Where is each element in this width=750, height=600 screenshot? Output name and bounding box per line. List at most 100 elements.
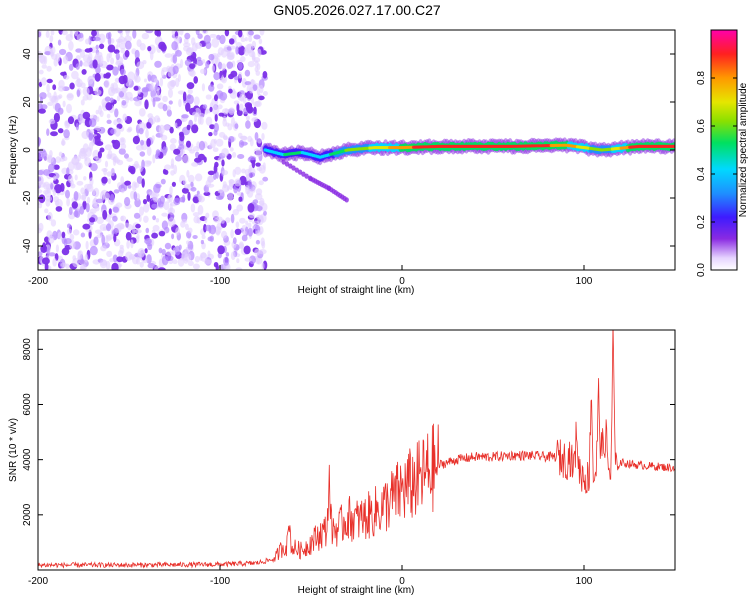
heatmap-noise-cell (38, 194, 46, 203)
heatmap-noise-cell (259, 84, 264, 94)
heatmap-noise-cell (117, 118, 123, 125)
heatmap-noise-cell (212, 147, 219, 152)
heatmap-noise-cell (99, 43, 105, 50)
heatmap-secondary-trace (344, 197, 349, 203)
heatmap-noise-cell (96, 234, 103, 239)
heatmap-noise-cell (65, 189, 70, 199)
heatmap-noise-cell (249, 255, 256, 265)
heatmap-noise-cell (126, 240, 130, 249)
heatmap-noise-cell (235, 267, 243, 270)
spectrogram-x-axis-label: Height of straight line (km) (298, 285, 415, 296)
heatmap-noise-cell (181, 187, 189, 194)
heatmap-noise-cell (146, 254, 152, 264)
heatmap-noise-cell (71, 201, 79, 209)
heatmap-noise-cell (92, 149, 100, 160)
heatmap-noise-cell (102, 192, 110, 201)
heatmap-noise-cell (238, 62, 243, 70)
heatmap-noise-cell (113, 119, 118, 126)
heatmap-noise-cell (212, 210, 219, 220)
heatmap-noise-cell (251, 40, 257, 49)
colorbar-tick-label: 0.8 (696, 71, 707, 85)
snr-x-ticks: -200 -100 0 100 (28, 565, 593, 587)
heatmap-noise-cell (194, 173, 203, 182)
heatmap-noise-cell (89, 208, 97, 214)
heatmap-noise-cell (147, 263, 156, 269)
heatmap-noise-cell (182, 194, 186, 203)
heatmap-noise-cell (107, 149, 113, 159)
heatmap-noise-cell (189, 63, 196, 69)
heatmap-noise-cell (55, 206, 63, 212)
heatmap-noise-cell (187, 94, 192, 100)
heatmap-noise-cell (65, 263, 70, 269)
heatmap-noise-cell (118, 148, 126, 155)
heatmap-noise-cell (202, 30, 207, 34)
heatmap-noise-cell (171, 233, 175, 240)
heatmap-noise-cell (104, 79, 110, 89)
heatmap-noise-cell (94, 72, 101, 82)
heatmap-noise-cell (230, 251, 236, 260)
heatmap-noise-cell (38, 30, 42, 39)
heatmap-noise-cell (151, 135, 155, 142)
heatmap-secondary-trace (284, 161, 290, 167)
heatmap-noise-cell (207, 175, 214, 183)
heatmap-noise-cell (133, 212, 141, 219)
heatmap-noise-cell (55, 244, 60, 253)
heatmap-noise-cell (52, 196, 60, 203)
heatmap-noise-cell (40, 54, 46, 65)
heatmap-noise-cell (223, 47, 228, 52)
heatmap-noise-cell (64, 120, 69, 126)
heatmap-noise-cell (258, 164, 266, 174)
heatmap-noise-cell (200, 252, 208, 262)
heatmap-noise-cell (51, 95, 59, 104)
heatmap-noise-cell (112, 254, 118, 263)
heatmap-noise-cell (95, 157, 102, 164)
heatmap-noise-cell (261, 133, 265, 141)
heatmap-noise-cell (79, 49, 85, 58)
heatmap-noise-cell (187, 88, 193, 95)
heatmap-noise-cell (248, 35, 253, 43)
heatmap-noise-cell (151, 203, 158, 209)
heatmap-noise-cell (38, 176, 42, 182)
heatmap-noise-cell (177, 74, 181, 82)
heatmap-noise-cell (245, 120, 251, 129)
heatmap-noise-cell (146, 193, 151, 202)
heatmap-noise-cell (239, 135, 248, 140)
heatmap-noise-cell (85, 240, 89, 250)
heatmap-noise-cell (242, 95, 247, 105)
heatmap-noise-cell (121, 100, 127, 106)
heatmap-noise-cell (78, 32, 84, 39)
heatmap-noise-cell (55, 156, 62, 164)
heatmap-noise-cell (196, 59, 204, 66)
heatmap-noise-cell (138, 127, 144, 135)
heatmap-noise-cell (111, 139, 116, 144)
heatmap-noise-cell (44, 51, 52, 56)
heatmap-noise-cell (145, 128, 149, 139)
heatmap-noise-cell (255, 193, 263, 201)
heatmap-noise-cell (119, 244, 124, 249)
heatmap-noise-cell (221, 159, 225, 167)
heatmap-noise-cell (100, 245, 107, 252)
heatmap-noise-cell (165, 251, 174, 256)
heatmap-noise-cell (202, 104, 208, 109)
heatmap-noise-cell (147, 46, 152, 52)
heatmap-noise-cell (140, 139, 144, 146)
heatmap-noise-cell (62, 55, 69, 65)
spectrogram-y-tick-label: -40 (22, 238, 33, 253)
heatmap-noise-cell (50, 131, 58, 137)
heatmap-noise-cell (114, 108, 119, 118)
heatmap-noise-cell (197, 204, 204, 215)
heatmap-noise-cell (225, 252, 230, 257)
heatmap-noise-cell (57, 39, 62, 46)
heatmap-noise-cell (38, 251, 43, 257)
heatmap-noise-cell (130, 239, 134, 249)
heatmap-noise-cell (80, 147, 87, 154)
heatmap-noise-cell (46, 65, 52, 72)
heatmap-noise-cell (214, 114, 218, 122)
heatmap-noise-cell (94, 89, 102, 96)
heatmap-noise-cell (205, 116, 213, 126)
heatmap-noise-cell (94, 229, 102, 235)
heatmap-noise-cell (106, 235, 112, 242)
heatmap-noise-cell (125, 251, 133, 261)
heatmap-secondary-trace (297, 169, 303, 175)
